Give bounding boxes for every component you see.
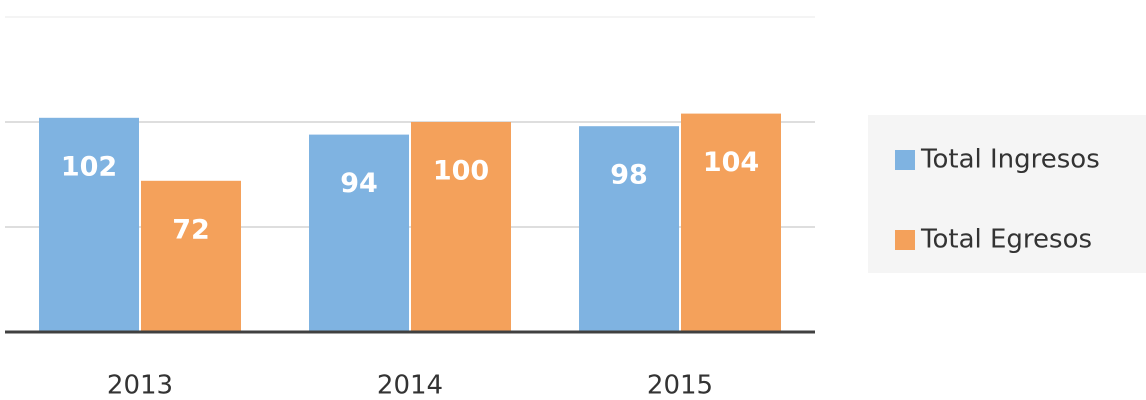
legend-label: Total Ingresos	[920, 145, 1100, 175]
legend-swatch	[895, 230, 915, 250]
bar	[141, 180, 241, 332]
data-label: 72	[172, 214, 210, 245]
legend-swatch	[895, 150, 915, 170]
legend-label: Total Egresos	[920, 225, 1092, 255]
data-label: 100	[433, 156, 489, 187]
bar	[39, 117, 139, 332]
data-label: 94	[340, 168, 378, 199]
bar	[411, 122, 511, 332]
x-tick-label: 2015	[647, 371, 713, 400]
bar	[579, 126, 679, 332]
x-tick-label: 2013	[107, 371, 173, 400]
bar	[309, 134, 409, 332]
data-label: 104	[703, 147, 759, 178]
bar	[681, 113, 781, 332]
x-tick-label: 2014	[377, 371, 443, 400]
data-label: 102	[61, 151, 117, 182]
data-label: 98	[610, 160, 648, 191]
